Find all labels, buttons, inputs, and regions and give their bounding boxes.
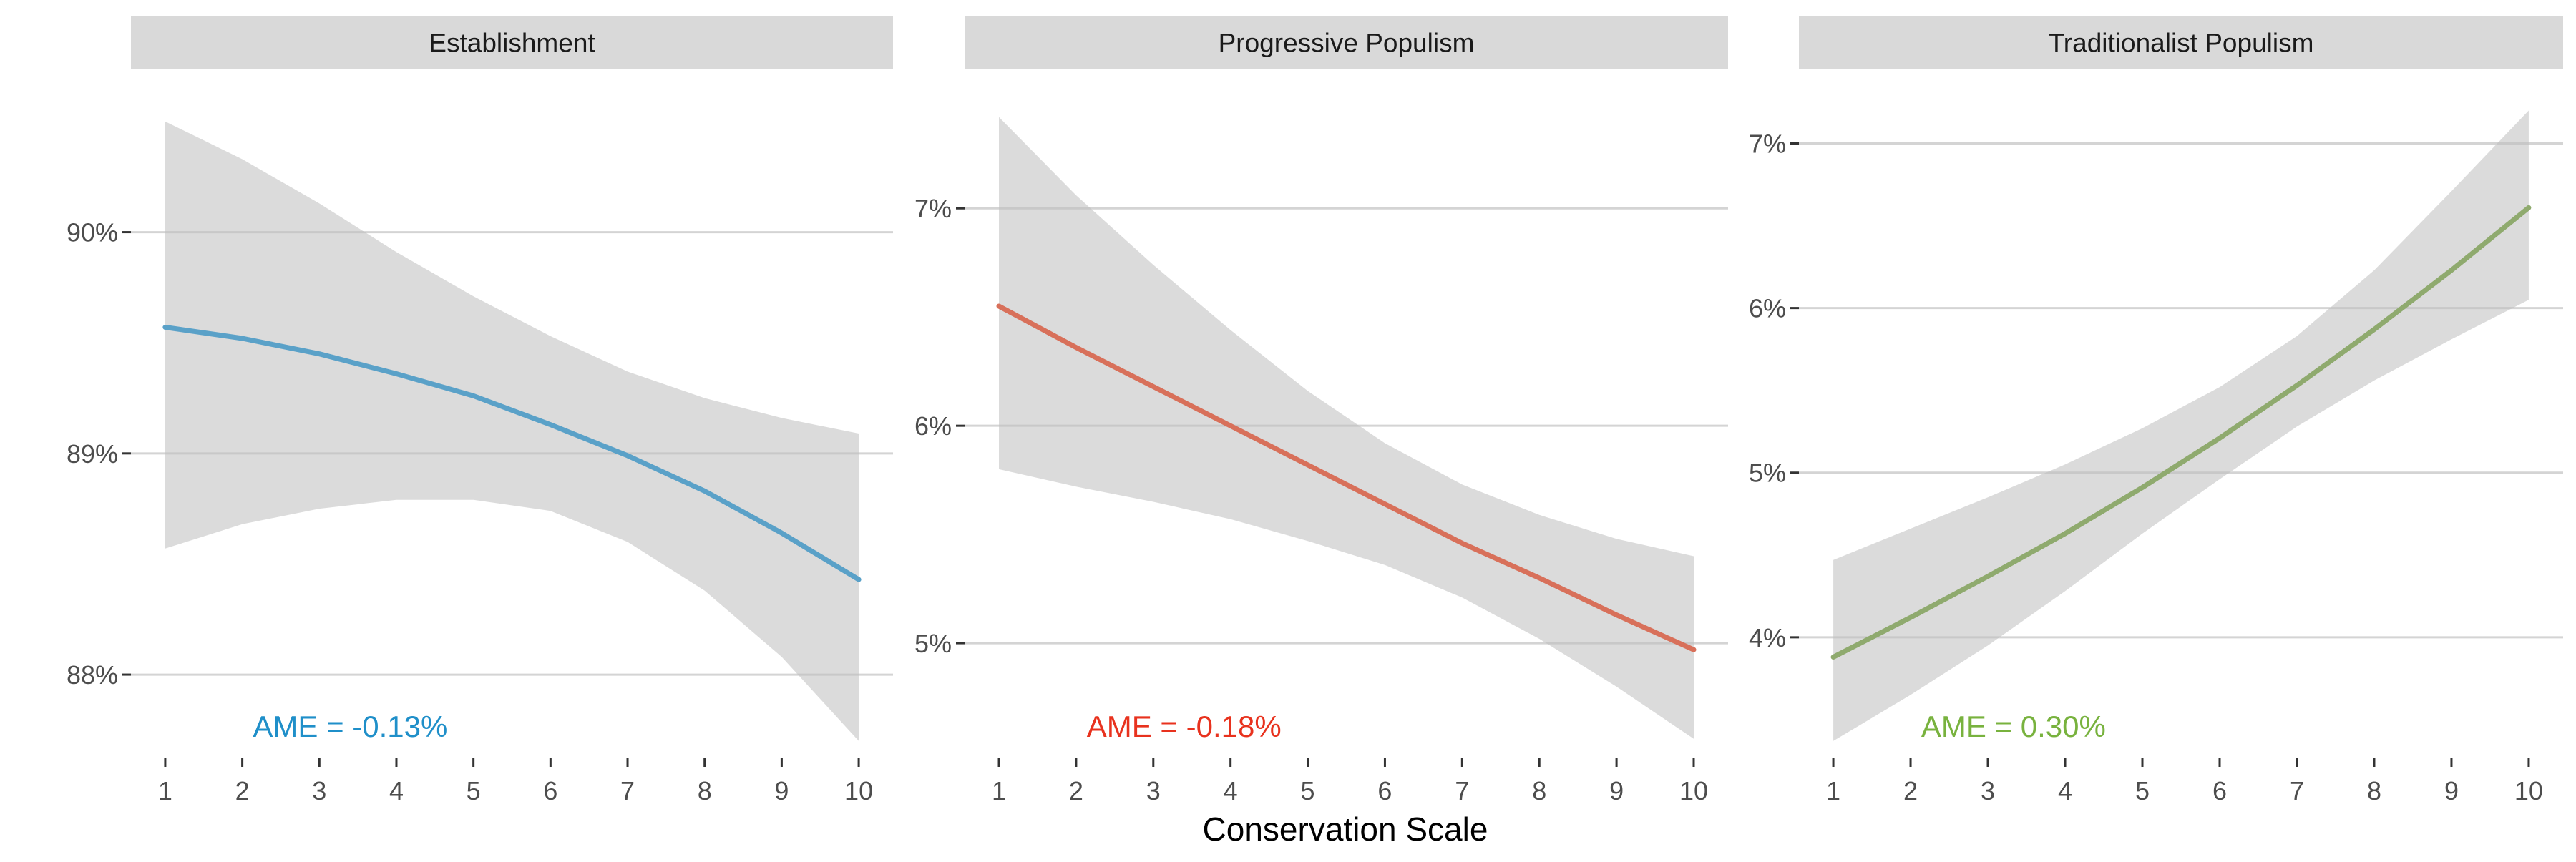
- x-tick-label: 10: [844, 776, 873, 805]
- series-point: [999, 306, 1000, 307]
- x-tick-label: 8: [698, 776, 712, 805]
- x-tick-label: 2: [1069, 776, 1083, 805]
- x-tick-label: 6: [2212, 776, 2227, 805]
- series-line: [996, 303, 1697, 652]
- x-tick-label: 4: [2058, 776, 2072, 805]
- confidence-band: [1833, 110, 2529, 741]
- panel-2: Progressive Populism 5% 6% 7% AME = -0.18% 1 2…: [914, 16, 1728, 805]
- x-tick-label: 2: [235, 776, 250, 805]
- x-tick-label: 6: [1377, 776, 1392, 805]
- series-point: [1616, 614, 1617, 615]
- series-point: [2142, 487, 2143, 488]
- y-tick-label: 89%: [67, 439, 118, 469]
- x-tick-label: 4: [1224, 776, 1238, 805]
- series-point: [319, 353, 320, 354]
- x-tick-label: 5: [2135, 776, 2150, 805]
- x-tick-label: 7: [620, 776, 635, 805]
- panel-1: Establishment 88% 89% 90% AME = -0.13% 1 2 3 4 5 6…: [67, 16, 893, 805]
- y-tick-label: 5%: [914, 629, 952, 658]
- y-tick-label: 4%: [1749, 623, 1786, 652]
- series-point: [2219, 438, 2220, 439]
- series-point: [1539, 577, 1540, 578]
- panel-title: Traditionalist Populism: [2049, 29, 2314, 58]
- x-tick-label: 10: [1679, 776, 1708, 805]
- confidence-band: [165, 121, 859, 741]
- x-tick-label: 6: [543, 776, 557, 805]
- confidence-band: [999, 117, 1694, 739]
- x-tick-label: 9: [1609, 776, 1624, 805]
- panel-title: Progressive Populism: [1219, 29, 1475, 58]
- x-tick-label: 7: [1455, 776, 1469, 805]
- y-tick-label: 6%: [914, 411, 952, 441]
- series-point: [2296, 385, 2297, 386]
- y-tick-label: 5%: [1749, 459, 1786, 488]
- x-tick-label: 5: [1301, 776, 1315, 805]
- y-tick-label: 7%: [914, 194, 952, 223]
- x-tick-label: 8: [1532, 776, 1546, 805]
- y-tick-label: 88%: [67, 660, 118, 690]
- x-tick-label: 3: [312, 776, 326, 805]
- x-tick-label: 3: [1146, 776, 1161, 805]
- series-point: [1075, 347, 1076, 348]
- ame-annotation: AME = 0.30%: [1921, 710, 2106, 743]
- ame-annotation: AME = -0.18%: [1087, 710, 1282, 743]
- x-tick-label: 7: [2290, 776, 2304, 805]
- series-point: [242, 338, 243, 339]
- x-tick-label: 1: [992, 776, 1006, 805]
- x-tick-label: 8: [2367, 776, 2381, 805]
- x-tick-label: 2: [1903, 776, 1918, 805]
- series-line: [162, 325, 862, 582]
- series-point: [550, 424, 551, 425]
- series-point: [1988, 576, 1989, 577]
- panel-strip: [1799, 16, 2563, 69]
- x-tick-label: 5: [467, 776, 481, 805]
- series-point: [1462, 543, 1463, 544]
- y-tick-label: 7%: [1749, 129, 1786, 159]
- panel-strip: [965, 16, 1728, 69]
- series-point: [2528, 207, 2529, 208]
- x-tick-label: 1: [1826, 776, 1840, 805]
- series-point: [1307, 464, 1308, 465]
- panel-3: Traditionalist Populism 4% 5% 6% 7% AME = 0.3…: [1749, 16, 2563, 805]
- series-point: [781, 533, 782, 534]
- x-tick-label: 3: [1981, 776, 1995, 805]
- y-tick-label: 90%: [67, 218, 118, 248]
- series-line: [1830, 205, 2532, 660]
- x-tick-label: 1: [158, 776, 172, 805]
- x-tick-label: 9: [2444, 776, 2459, 805]
- x-axis-title: Conservation Scale: [1203, 810, 1488, 848]
- x-tick-label: 10: [2514, 776, 2543, 805]
- panel-strip: [131, 16, 893, 69]
- series-point: [2373, 329, 2374, 330]
- panel-title: Establishment: [429, 29, 595, 58]
- ame-annotation: AME = -0.13%: [253, 710, 447, 743]
- y-tick-label: 6%: [1749, 294, 1786, 323]
- series-point: [2065, 533, 2066, 534]
- x-tick-label: 9: [774, 776, 789, 805]
- x-tick-label: 4: [389, 776, 404, 805]
